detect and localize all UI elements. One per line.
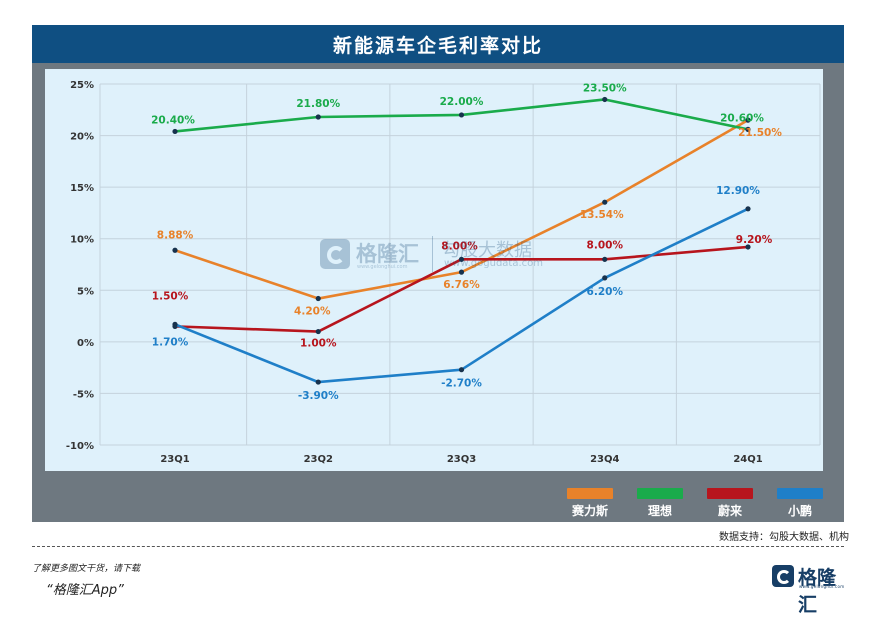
legend-item: 小鹏 (770, 488, 830, 519)
gelonghui-logo-icon (772, 565, 794, 587)
footer-app-name: “格隆汇App” (46, 583, 124, 598)
data-point (745, 244, 751, 250)
x-tick-label: 23Q2 (304, 454, 333, 465)
x-tick-label: 23Q4 (590, 454, 619, 465)
x-axis: 23Q1 23Q2 23Q3 23Q4 24Q1 (160, 454, 762, 465)
data-label: 21.50% (738, 127, 782, 139)
legend-item: 蔚来 (700, 488, 760, 519)
source-note: 数据支持：勾股大数据、机构 (719, 532, 849, 543)
data-point (315, 379, 321, 385)
data-label: 23.50% (583, 82, 627, 94)
data-label: -3.90% (298, 390, 339, 402)
footer-logo-url: www.gelonghui.com (799, 584, 845, 589)
watermark: 格隆汇 www.gelonghui.com 勾股大数据 www.gogudata… (320, 236, 580, 276)
y-tick-label: -5% (73, 389, 94, 400)
legend-swatch (777, 488, 823, 499)
legend-item: 理想 (630, 488, 690, 519)
y-tick-label: 15% (70, 183, 94, 194)
data-point (458, 367, 465, 373)
y-tick-label: 20% (70, 132, 94, 143)
y-tick-label: 0% (77, 338, 94, 349)
y-tick-label: 10% (70, 235, 94, 246)
data-label: 21.80% (296, 98, 340, 110)
data-point (458, 112, 465, 118)
data-point (172, 247, 178, 253)
watermark-brand: 格隆汇 (356, 242, 419, 266)
divider (32, 546, 844, 547)
data-point (745, 206, 751, 212)
y-tick-label: 5% (77, 286, 94, 297)
data-label: 8.00% (587, 239, 624, 251)
data-label: 20.60% (720, 112, 764, 124)
data-label: 4.20% (294, 306, 331, 318)
legend-label: 赛力斯 (571, 504, 608, 518)
data-point (172, 128, 178, 135)
data-point (172, 321, 178, 327)
data-label: 9.20% (736, 234, 773, 246)
data-point (315, 328, 321, 335)
footer-logo-text: 格隆汇 (798, 567, 837, 616)
data-point (602, 275, 608, 281)
watermark-partner-url: www.gogudata.com (444, 258, 544, 269)
legend-swatch (707, 488, 753, 499)
y-tick-label: -10% (66, 441, 94, 452)
x-tick-label: 23Q1 (160, 454, 189, 465)
data-point (745, 126, 751, 132)
data-label: 8.00% (441, 240, 478, 252)
data-point (602, 256, 608, 262)
series-line-3 (173, 207, 750, 384)
data-label: 1.50% (152, 290, 189, 302)
data-labels: 8.88% 4.20% 6.76% 13.54% 21.50% 20.40% 21.80% 2… (151, 82, 782, 402)
data-label: -2.70% (441, 378, 482, 390)
data-label: 12.90% (716, 185, 760, 197)
y-axis: 25% 20% 15% 10% 5% 0% -5% -10% (66, 80, 94, 452)
data-label: 1.70% (152, 336, 189, 348)
legend-swatch (637, 488, 683, 499)
data-point (602, 96, 608, 103)
data-point (315, 114, 321, 120)
legend-swatch (567, 488, 613, 499)
data-point (315, 295, 321, 302)
data-label: 6.20% (587, 286, 624, 298)
data-label: 1.00% (300, 338, 337, 350)
legend-label: 理想 (647, 504, 672, 518)
legend-item: 赛力斯 (560, 488, 620, 519)
x-tick-label: 24Q1 (733, 454, 762, 465)
watermark-divider (432, 236, 433, 272)
data-point (745, 117, 751, 123)
chart-title: 新能源车企毛利率对比 (32, 25, 844, 63)
data-point (602, 199, 608, 205)
x-tick-label: 23Q3 (447, 454, 476, 465)
data-point (458, 269, 465, 275)
data-label: 22.00% (440, 96, 484, 108)
series-layer (172, 96, 751, 385)
watermark-brand-url: www.gelonghui.com (357, 264, 408, 270)
legend-label: 小鹏 (787, 504, 812, 518)
legend: 赛力斯 理想 蔚来 小鹏 (560, 488, 835, 520)
data-point (458, 256, 465, 262)
footer-note: 了解更多图文干货，请下载 (32, 564, 141, 574)
data-label: 8.88% (157, 229, 194, 241)
legend-label: 蔚来 (717, 504, 742, 518)
data-label: 13.54% (580, 209, 624, 221)
grid (99, 83, 821, 446)
footer-logo[interactable]: 格隆汇 www.gelonghui.com (772, 563, 852, 616)
gelonghui-logo-icon (320, 239, 350, 269)
data-label: 6.76% (443, 279, 480, 291)
data-label: 20.40% (151, 114, 195, 126)
watermark-partner: 勾股大数据 (442, 240, 532, 261)
y-tick-label: 25% (70, 80, 94, 91)
